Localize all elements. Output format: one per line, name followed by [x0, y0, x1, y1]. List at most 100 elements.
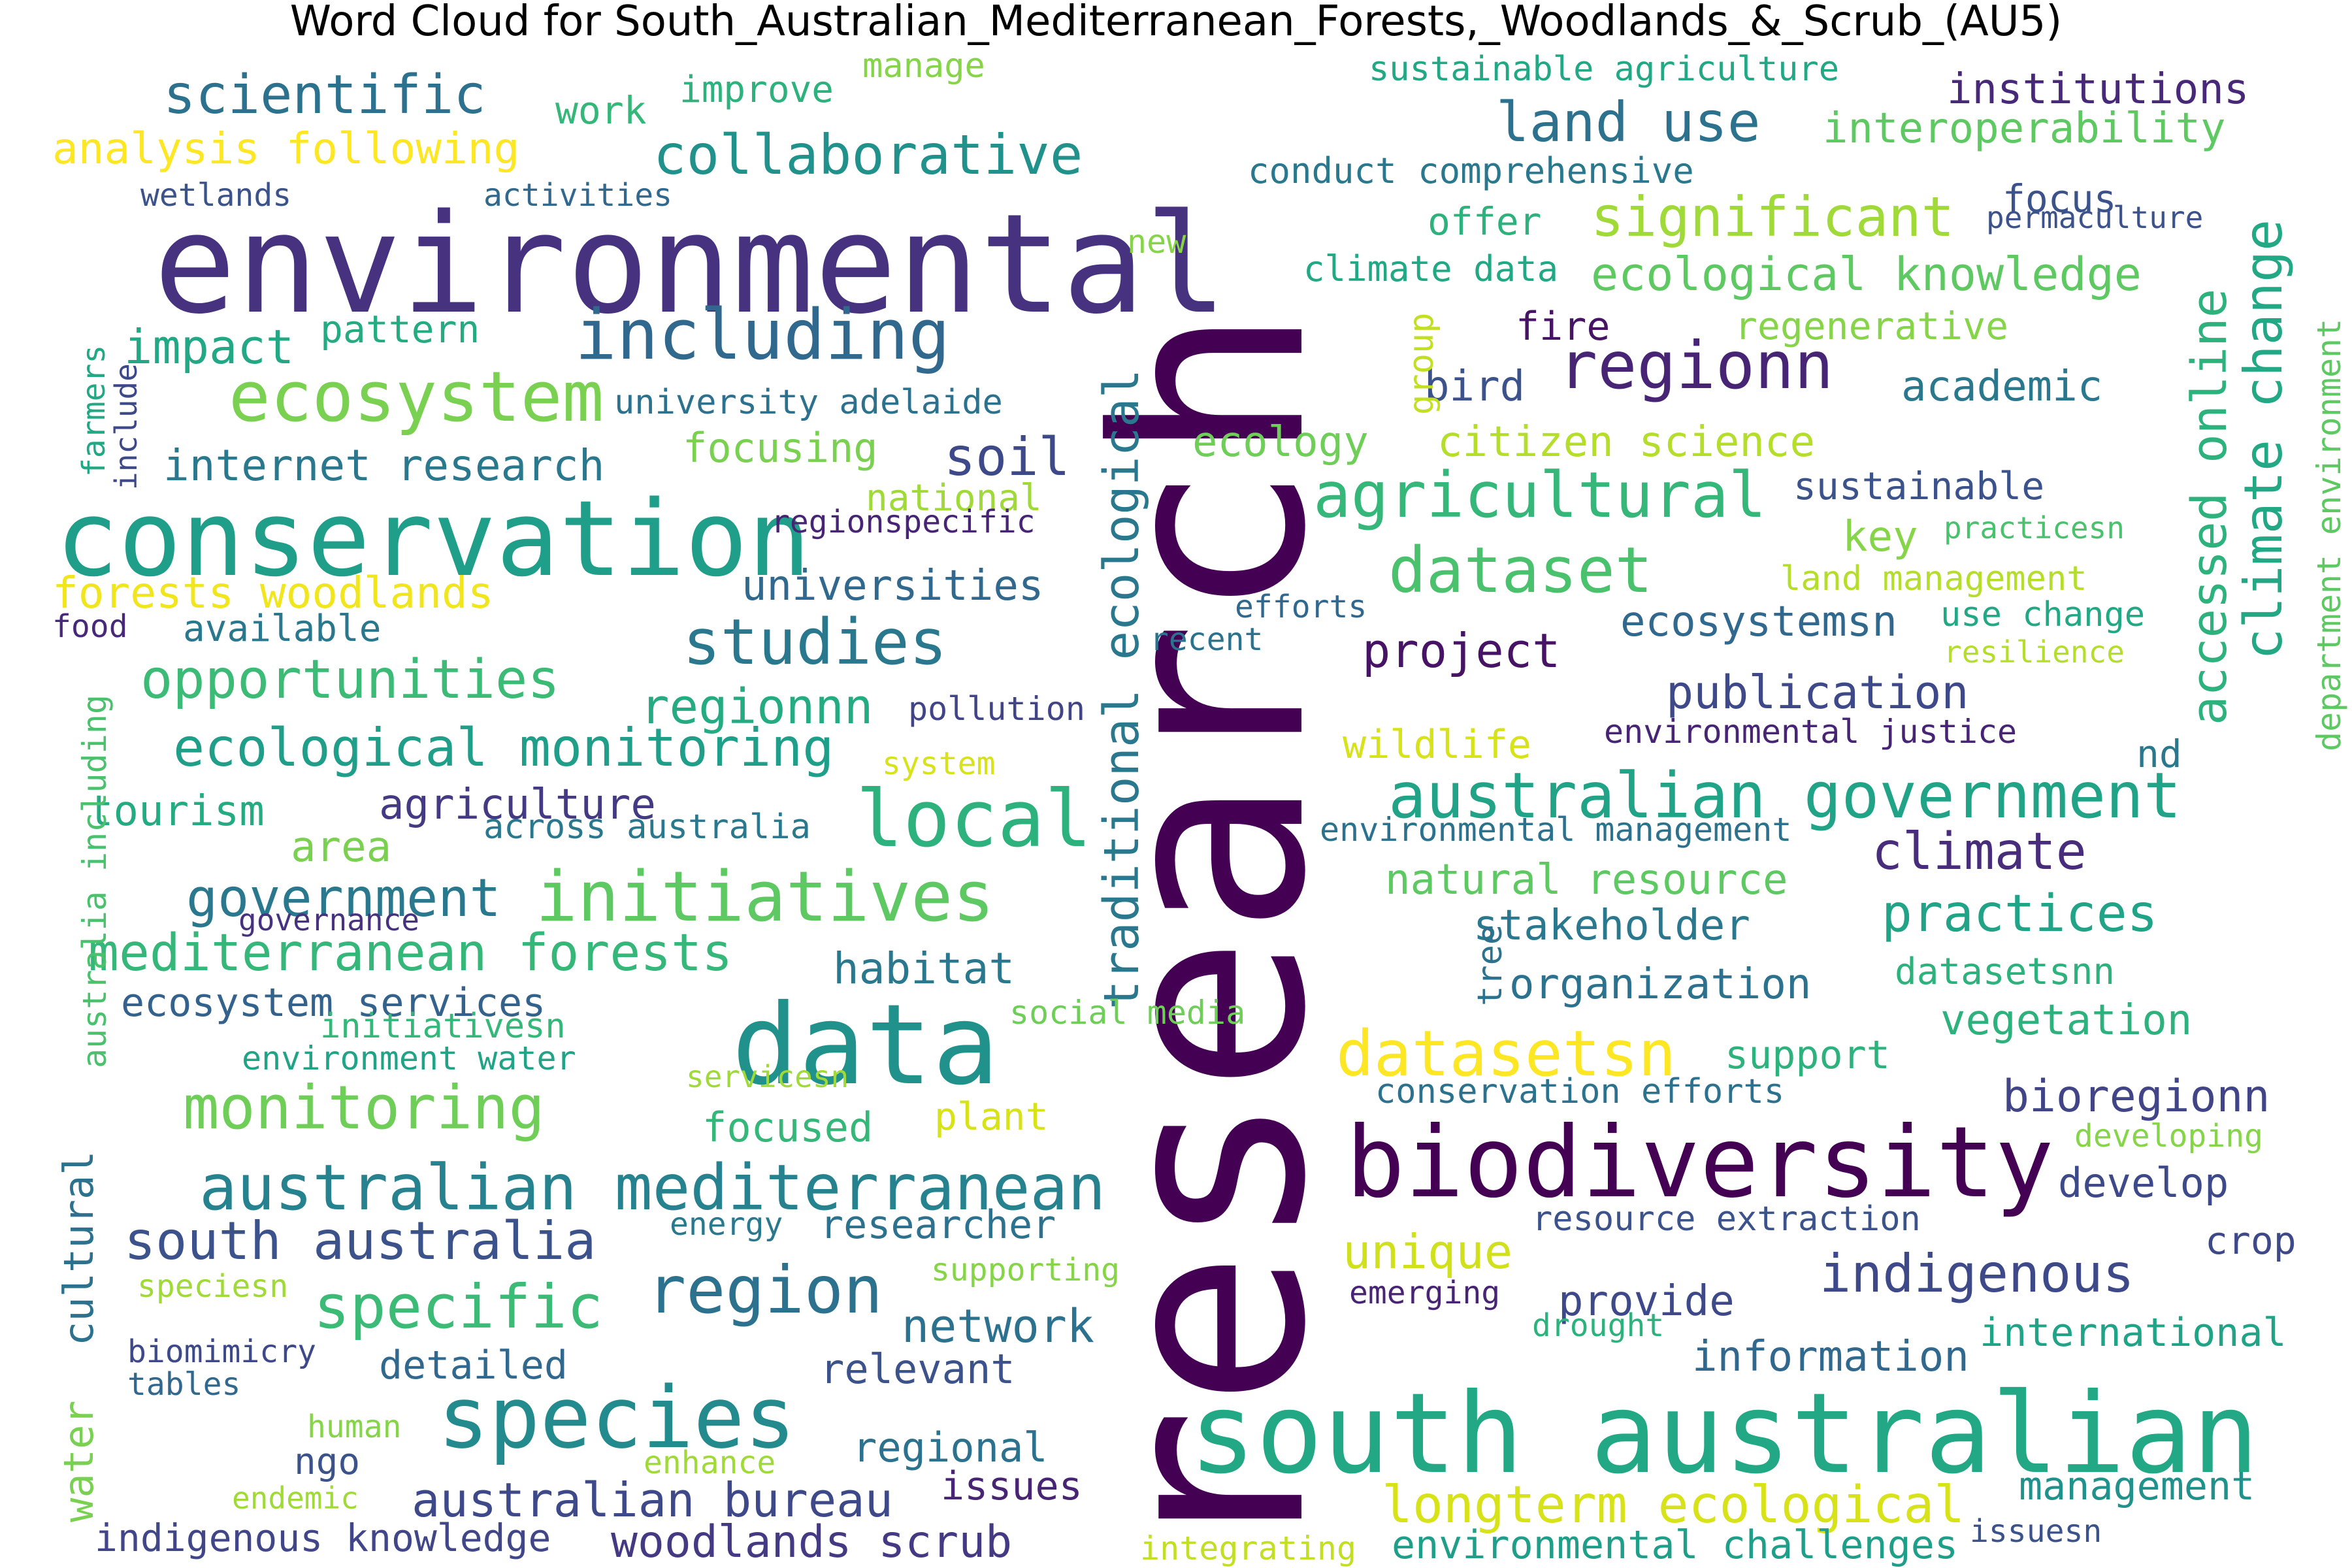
cloud-word: universities — [742, 562, 1044, 610]
cloud-word: social media — [1009, 994, 1246, 1032]
cloud-word: across australia — [483, 808, 811, 847]
cloud-word: ecosystem services — [121, 980, 546, 1026]
cloud-word: tourism — [88, 787, 265, 836]
cloud-word: ngo — [294, 1441, 361, 1483]
cloud-word: interoperability — [1823, 105, 2226, 153]
cloud-word: ecosystemsn — [1620, 598, 1897, 646]
cloud-word: emerging — [1349, 1275, 1501, 1311]
cloud-word: information — [1692, 1333, 1969, 1381]
cloud-word: climate — [1872, 823, 2087, 881]
cloud-word: cultural — [55, 1151, 103, 1346]
cloud-word: academic — [1901, 363, 2103, 411]
cloud-word: activities — [483, 177, 672, 214]
cloud-word: conservation — [56, 478, 811, 600]
cloud-word: resource extraction — [1532, 1200, 1921, 1239]
cloud-word: longterm ecological — [1382, 1476, 1965, 1535]
cloud-word: food — [52, 608, 128, 645]
cloud-word: area — [291, 823, 392, 872]
cloud-word: initiatives — [536, 857, 994, 937]
cloud-word: soil — [944, 427, 1070, 487]
cloud-word: land use — [1496, 90, 1761, 154]
cloud-word: accessed online — [2181, 288, 2238, 725]
cloud-word: tables — [127, 1366, 241, 1403]
cloud-word: wetlands — [140, 177, 292, 214]
cloud-word: regional — [853, 1424, 1048, 1471]
cloud-word: work — [555, 88, 647, 133]
cloud-word: supporting — [931, 1252, 1120, 1288]
cloud-word: key — [1842, 513, 1918, 561]
cloud-word: species — [438, 1368, 796, 1467]
cloud-word: scientific — [163, 64, 486, 126]
cloud-word: local — [856, 774, 1092, 865]
cloud-word: governance — [238, 902, 419, 938]
cloud-word: land management — [1780, 559, 2087, 598]
cloud-word: region — [647, 1252, 883, 1328]
cloud-word: integrating — [1140, 1529, 1357, 1567]
cloud-word: drought — [1532, 1307, 1665, 1344]
cloud-word: citizen science — [1437, 418, 1815, 466]
cloud-word: researcher — [820, 1202, 1056, 1248]
cloud-word: australian bureau — [412, 1473, 893, 1527]
cloud-word: human — [307, 1409, 402, 1445]
cloud-word: collaborative — [653, 123, 1083, 187]
cloud-word: project — [1362, 623, 1561, 678]
cloud-word: internet research — [163, 440, 605, 491]
cloud-word: woodlands scrub — [611, 1516, 1013, 1568]
cloud-word: pattern — [320, 307, 480, 351]
cloud-word: develop — [2058, 1159, 2229, 1207]
cloud-word: provide — [1558, 1277, 1735, 1326]
cloud-word: crop — [2205, 1218, 2296, 1263]
cloud-word: pollution — [908, 690, 1085, 728]
cloud-word: energy — [670, 1206, 783, 1243]
cloud-word: focus — [2002, 176, 2117, 221]
cloud-word: traditional ecological — [1094, 368, 1150, 1009]
cloud-word: management — [2019, 1463, 2255, 1509]
cloud-word: department environment — [2310, 318, 2348, 751]
cloud-word: studies — [683, 606, 947, 679]
cloud-word: stakeholder — [1473, 902, 1750, 950]
cloud-word: vegetation — [1940, 996, 2193, 1045]
cloud-word: endemic — [232, 1480, 359, 1516]
cloud-word: recent — [1150, 621, 1264, 658]
cloud-word: south australian — [1189, 1369, 2259, 1499]
cloud-word: focused — [702, 1103, 874, 1151]
cloud-word: environmental justice — [1604, 713, 2017, 751]
cloud-word: publication — [1666, 666, 1969, 719]
cloud-word: issuesn — [1970, 1513, 2102, 1550]
cloud-word: regenerative — [1735, 304, 2009, 348]
cloud-word: australian government — [1388, 759, 2181, 832]
cloud-word: improve — [679, 69, 834, 111]
cloud-word: relevant — [820, 1345, 1015, 1393]
cloud-word: datasetsn — [1336, 1017, 1676, 1090]
cloud-word: significant — [1591, 185, 1955, 249]
cloud-word: wildlife — [1343, 722, 1531, 768]
cloud-word: national — [866, 477, 1042, 519]
cloud-word: analysis following — [52, 123, 520, 174]
cloud-word: monitoring — [183, 1073, 545, 1143]
cloud-word: specific — [314, 1272, 604, 1342]
cloud-word: environmental — [154, 184, 1228, 344]
cloud-word: farmers — [76, 344, 112, 477]
cloud-word: unique — [1343, 1224, 1513, 1279]
cloud-word: conservation efforts — [1375, 1072, 1785, 1111]
cloud-word: nd — [2136, 732, 2182, 776]
cloud-word: tree — [1471, 924, 1510, 1006]
cloud-word: climate change — [2233, 219, 2294, 660]
cloud-word: forests woodlands — [52, 568, 494, 618]
cloud-word: natural resource — [1385, 856, 1788, 904]
cloud-word: australian mediterranean — [199, 1151, 1106, 1224]
cloud-word: efforts — [1235, 589, 1367, 625]
cloud-word: practices — [1882, 885, 2158, 943]
cloud-word: agriculture — [379, 781, 656, 829]
cloud-word: habitat — [833, 943, 1015, 994]
cloud-word: opportunities — [140, 649, 560, 711]
cloud-word: manage — [862, 46, 985, 86]
cloud-word: focusing — [683, 424, 878, 472]
cloud-word: ecological monitoring — [173, 717, 834, 778]
chart-title: Word Cloud for South_Australian_Mediterr… — [289, 0, 2063, 46]
cloud-word: university adelaide — [614, 383, 1003, 422]
cloud-word: servicesn — [686, 1059, 849, 1094]
cloud-word: enhance — [644, 1445, 776, 1481]
cloud-word: environmental challenges — [1392, 1522, 1958, 1568]
